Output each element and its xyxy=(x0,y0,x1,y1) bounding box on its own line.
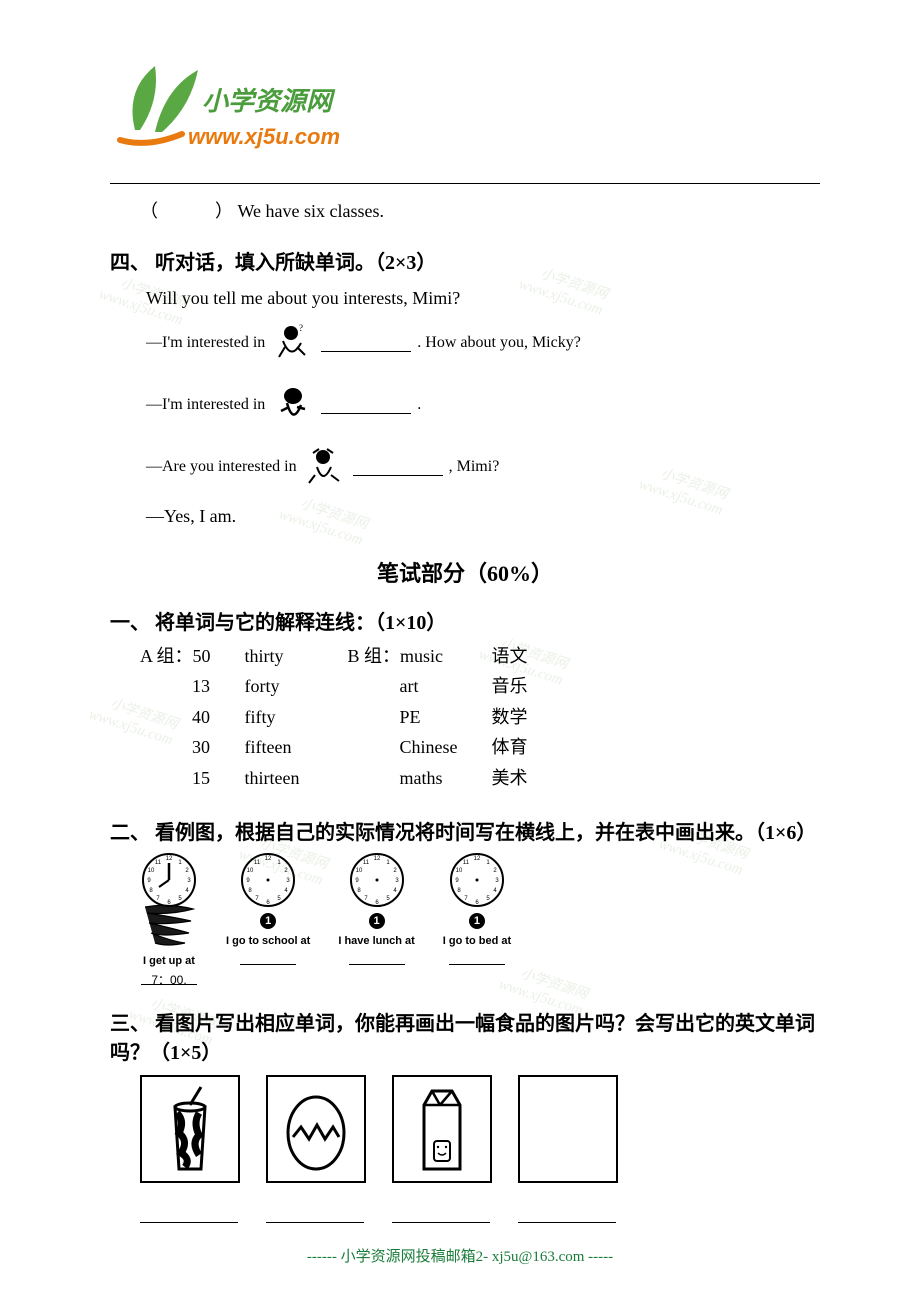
svg-text:11: 11 xyxy=(155,860,162,866)
dialogue-text: —I'm interested in xyxy=(146,334,265,352)
clock-caption: I go to school at xyxy=(226,935,310,947)
clock-icon: 12369 1245 781011 xyxy=(140,851,198,909)
svg-text:10: 10 xyxy=(355,868,362,874)
fill-blank[interactable] xyxy=(353,459,443,477)
food-box-milk xyxy=(392,1075,492,1183)
group-b: B 组：music art PE Chinese maths 语文 音乐 数学 … xyxy=(348,641,528,794)
svg-text:10: 10 xyxy=(247,868,254,874)
svg-text:11: 11 xyxy=(254,860,261,866)
svg-text:11: 11 xyxy=(362,860,369,866)
egg-icon xyxy=(279,1083,353,1175)
section4-heading: 四、 听对话，填入所缺单词。（2×3） xyxy=(110,246,820,275)
food-blank[interactable] xyxy=(140,1207,238,1223)
svg-text:12: 12 xyxy=(265,856,272,862)
clock-blank[interactable] xyxy=(449,951,505,965)
clock-blank[interactable] xyxy=(240,951,296,965)
clock-icon: 12369 1245 781011 xyxy=(239,851,297,909)
question-text: We have six classes. xyxy=(238,201,385,221)
clock-item-3: 12369 1245 781011 1 I go to bed at xyxy=(443,851,511,965)
group-b-right: 语文 音乐 数学 体育 美术 xyxy=(492,641,528,794)
clock-caption: I get up at xyxy=(143,955,195,967)
svg-text:12: 12 xyxy=(474,856,481,862)
clock-item-0: 12369 1245 781011 I get up at 7：00. xyxy=(140,851,198,985)
food-box-egg xyxy=(266,1075,366,1183)
dialogue-row-1: —I'm interested in ? . How about you, Mi… xyxy=(110,321,820,365)
clock-caption: I go to bed at xyxy=(443,935,511,947)
w2-heading: 二、 看例图，根据自己的实际情况将时间写在横线上，并在表中画出来。（1×6） xyxy=(110,816,820,845)
scribble-icon xyxy=(141,903,197,949)
dialogue-row-3: —Are you interested in , Mimi? xyxy=(110,445,820,489)
w3-heading: 三、 看图片写出相应单词，你能再画出一幅食品的图片吗？会写出它的英文单词吗？（1… xyxy=(110,1007,820,1065)
match-table: A 组：50 13 40 30 15 thirty forty fifty fi… xyxy=(110,641,820,794)
dialogue-row-2: —I'm interested in . xyxy=(110,383,820,427)
clock-blank[interactable] xyxy=(349,951,405,965)
paren-close: ） xyxy=(215,201,233,221)
group-b-label: B 组： xyxy=(348,646,401,666)
written-section-title: 笔试部分（60%） xyxy=(110,556,820,588)
header-divider xyxy=(110,183,820,184)
w1-heading: 一、 将单词与它的解释连线：（1×10） xyxy=(110,606,820,635)
number-badge: 1 xyxy=(369,913,385,929)
food-blank[interactable] xyxy=(266,1207,364,1223)
food-blank[interactable] xyxy=(518,1207,616,1223)
dialogue-text-tail: . xyxy=(417,396,421,414)
drink-cup-icon xyxy=(155,1083,225,1175)
group-a-right: thirty forty fifty fifteen thirteen xyxy=(245,641,300,794)
food-row xyxy=(110,1075,820,1183)
milk-carton-icon xyxy=(410,1081,474,1177)
clock-icon: 12369 1245 781011 xyxy=(448,851,506,909)
logo-graphic: 小学资源网 www.xj5u.com xyxy=(110,60,370,170)
cartoon-figure-icon xyxy=(271,383,315,427)
logo-url-text: www.xj5u.com xyxy=(188,124,340,149)
group-a-label: A 组： xyxy=(140,646,193,666)
svg-text:11: 11 xyxy=(463,860,470,866)
svg-text:?: ? xyxy=(299,323,303,333)
group-b-left: B 组：music art PE Chinese maths xyxy=(348,641,458,794)
site-logo: 小学资源网 www.xj5u.com xyxy=(110,60,820,175)
dialogue-text-tail: . How about you, Micky? xyxy=(417,334,581,352)
svg-text:12: 12 xyxy=(166,856,173,862)
cartoon-figure-icon xyxy=(303,445,347,489)
food-box-drink xyxy=(140,1075,240,1183)
logo-cn-text: 小学资源网 xyxy=(202,86,336,116)
page-footer: ------ 小学资源网投稿邮箱2- xj5u@163.com ----- xyxy=(0,1245,920,1266)
clock-value: 7：00. xyxy=(141,971,197,985)
clock-item-1: 12369 1245 781011 1 I go to school at xyxy=(226,851,310,965)
question-line: （ ） We have six classes. xyxy=(110,194,820,228)
clock-caption: I have lunch at xyxy=(338,935,414,947)
section4-question: Will you tell me about you interests, Mi… xyxy=(110,281,820,315)
dialogue-text-tail: , Mimi? xyxy=(449,458,500,476)
food-blanks-row xyxy=(110,1207,820,1223)
dialogue-text: —I'm interested in xyxy=(146,396,265,414)
paren-open: （ xyxy=(140,201,158,221)
group-a-left: A 组：50 13 40 30 15 xyxy=(140,641,211,794)
dialogue-text: —Are you interested in xyxy=(146,458,297,476)
svg-text:12: 12 xyxy=(373,856,380,862)
svg-text:10: 10 xyxy=(456,868,463,874)
number-badge: 1 xyxy=(260,913,276,929)
fill-blank[interactable] xyxy=(321,397,411,415)
svg-text:10: 10 xyxy=(148,868,155,874)
food-box-empty[interactable] xyxy=(518,1075,618,1183)
clock-icon: 12369 1245 781011 xyxy=(348,851,406,909)
food-blank[interactable] xyxy=(392,1207,490,1223)
dialogue-row-4: —Yes, I am. xyxy=(110,499,820,533)
group-a: A 组：50 13 40 30 15 thirty forty fifty fi… xyxy=(140,641,300,794)
clock-item-2: 12369 1245 781011 1 I have lunch at xyxy=(338,851,414,965)
clocks-area: 12369 1245 781011 I get up at 7：00. 1236… xyxy=(110,851,820,985)
fill-blank[interactable] xyxy=(321,335,411,353)
number-badge: 1 xyxy=(469,913,485,929)
cartoon-figure-icon: ? xyxy=(271,321,315,365)
